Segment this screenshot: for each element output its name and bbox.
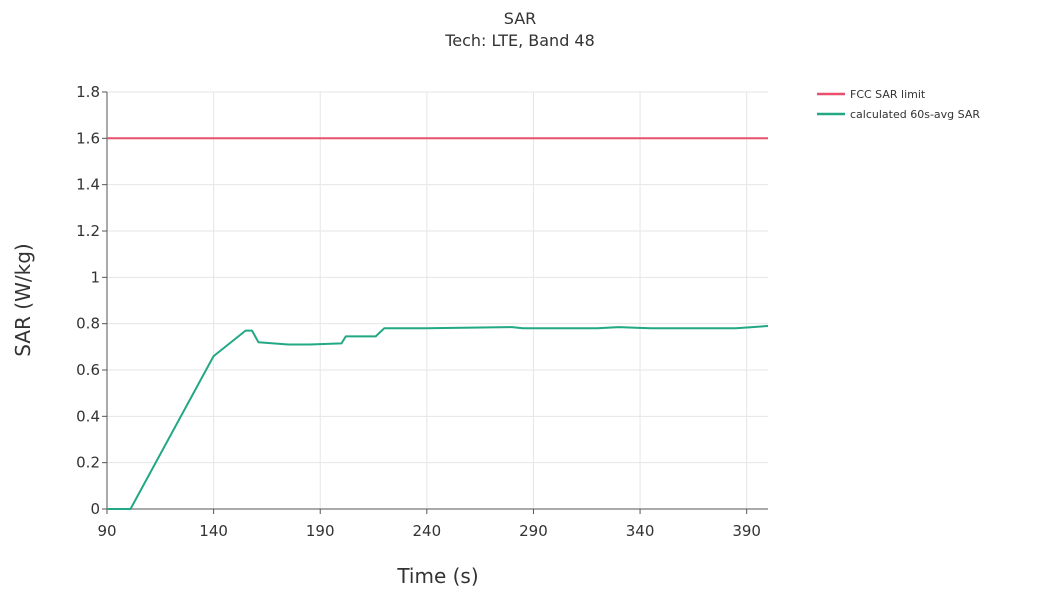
x-tick-label: 240	[413, 522, 442, 540]
series-lines	[107, 137, 769, 510]
y-tick-label: 1.8	[76, 83, 100, 101]
x-tick-label: 190	[306, 522, 335, 540]
x-tick-label: 290	[519, 522, 548, 540]
chart-title: SAR	[504, 9, 537, 28]
axes	[102, 91, 768, 514]
x-axis-label: Time (s)	[396, 564, 478, 588]
x-tick-label: 140	[199, 522, 228, 540]
tick-labels: 0 0.2 0.4 0.6 0.8 1 1.2 1.4 1.6 1.8 90 140 190 240 290…	[76, 83, 761, 540]
x-tick-label: 90	[97, 522, 116, 540]
y-tick-label: 1.4	[76, 176, 100, 194]
y-tick-label: 1.6	[76, 129, 100, 147]
y-tick-label: 0.2	[76, 454, 100, 472]
x-tick-label: 390	[732, 522, 761, 540]
y-tick-label: 1	[90, 268, 100, 286]
chart-subtitle: Tech: LTE, Band 48	[444, 31, 595, 50]
x-tick-label: 340	[626, 522, 655, 540]
legend: FCC SAR limit calculated 60s-avg SAR	[817, 88, 980, 121]
y-tick-label: 0	[90, 500, 100, 518]
y-axis-label: SAR (W/kg)	[11, 243, 35, 356]
grid	[107, 91, 768, 509]
legend-label: calculated 60s-avg SAR	[850, 108, 980, 121]
y-tick-label: 0.8	[76, 315, 100, 333]
avg-sar-line	[107, 325, 769, 510]
y-tick-label: 1.2	[76, 222, 100, 240]
y-tick-label: 0.4	[76, 407, 100, 425]
legend-label: FCC SAR limit	[850, 88, 926, 101]
y-tick-label: 0.6	[76, 361, 100, 379]
